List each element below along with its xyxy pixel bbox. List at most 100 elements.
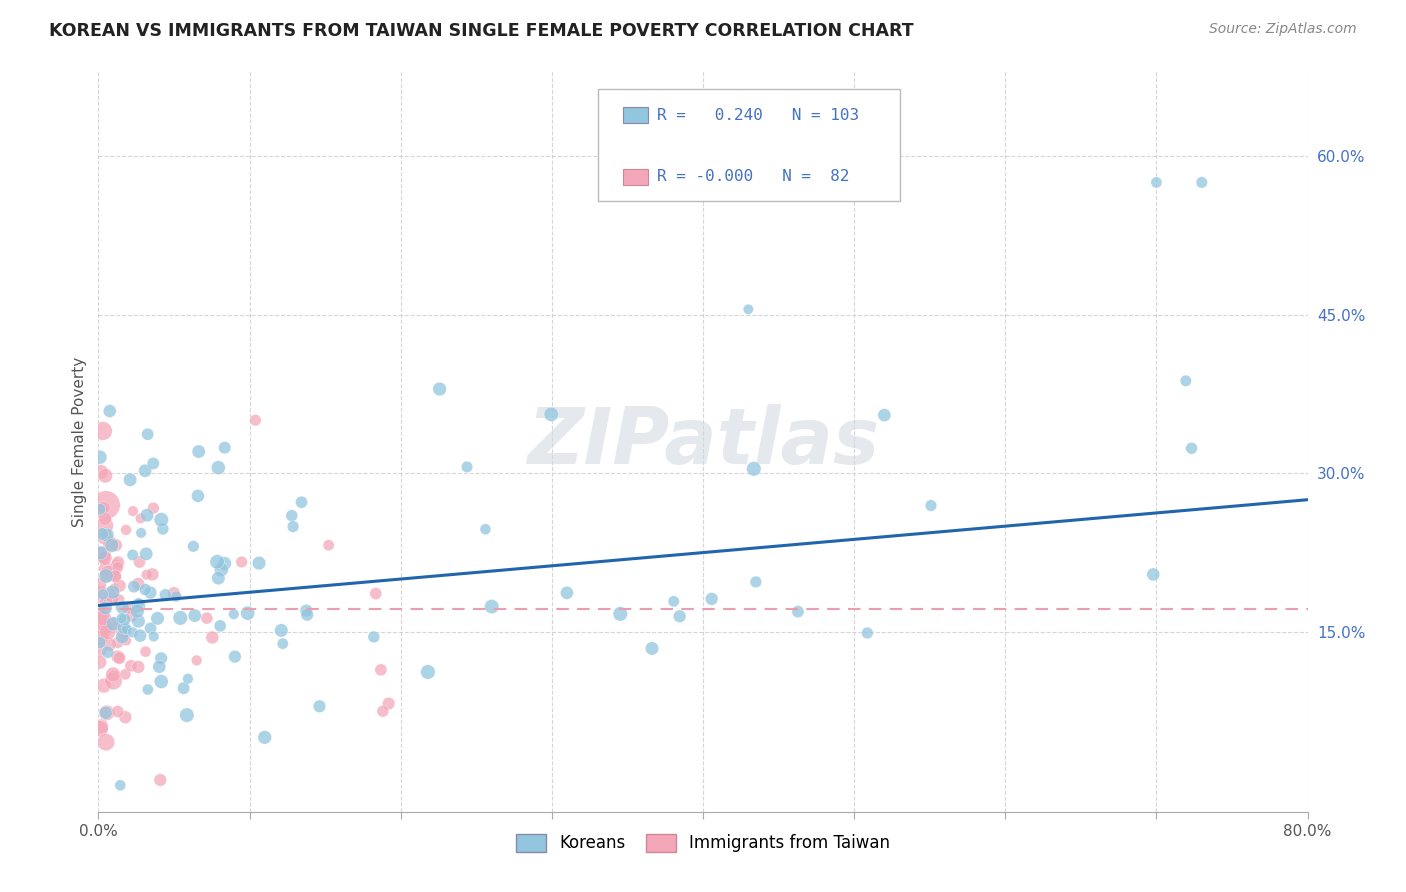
Point [101, 538, 124, 552]
Point [96, 528, 118, 542]
Point [205, 555, 228, 569]
Point [195, 611, 218, 625]
Point [371, 704, 394, 718]
Point [149, 772, 172, 787]
Point [253, 731, 276, 745]
Point [165, 590, 187, 604]
Point [176, 708, 198, 723]
Point [94, 468, 117, 483]
Point [183, 539, 205, 553]
Point [214, 557, 236, 571]
Point [141, 567, 163, 582]
Point [98, 536, 121, 550]
Point [127, 604, 149, 618]
Point [107, 635, 129, 649]
Point [290, 495, 312, 509]
Point [121, 608, 143, 623]
Point [209, 563, 232, 577]
Point [136, 682, 159, 697]
Point [129, 629, 152, 643]
Point [121, 625, 143, 640]
Text: Source: ZipAtlas.com: Source: ZipAtlas.com [1209, 22, 1357, 37]
Point [94, 706, 117, 720]
Point [129, 525, 152, 540]
Point [136, 427, 159, 442]
Point [103, 582, 125, 596]
Y-axis label: Single Female Poverty: Single Female Poverty [72, 357, 87, 526]
Point [474, 522, 496, 536]
Point [103, 669, 125, 683]
Text: R =   0.240   N = 103: R = 0.240 N = 103 [657, 108, 859, 122]
Point [108, 651, 131, 665]
Point [89, 635, 111, 649]
Point [90, 465, 112, 479]
Point [207, 571, 229, 585]
Point [114, 667, 136, 681]
Point [114, 613, 136, 627]
Point [94, 594, 117, 608]
Point [96, 624, 118, 639]
Point [91, 424, 114, 438]
Point [103, 616, 125, 631]
Point [101, 591, 124, 606]
Point [104, 569, 127, 583]
Point [700, 591, 723, 606]
Point [222, 607, 245, 622]
Point [96, 706, 118, 720]
Legend: Koreans, Immigrants from Taiwan: Koreans, Immigrants from Taiwan [509, 827, 897, 859]
Point [641, 641, 664, 656]
Point [742, 462, 765, 476]
Point [295, 604, 318, 618]
Point [231, 555, 253, 569]
Point [91, 611, 114, 625]
Text: ZIPatlas: ZIPatlas [527, 403, 879, 480]
Point [1174, 374, 1197, 388]
Point [609, 607, 631, 621]
Point [224, 649, 246, 664]
Point [110, 778, 132, 792]
Point [122, 504, 145, 518]
Point [416, 665, 439, 679]
Point [187, 489, 209, 503]
Point [94, 551, 117, 566]
Point [89, 610, 111, 624]
Point [98, 637, 121, 651]
Point [295, 607, 318, 622]
Point [281, 519, 304, 533]
Point [142, 501, 165, 516]
Point [247, 556, 270, 570]
Point [745, 574, 768, 589]
Point [555, 586, 578, 600]
Point [139, 621, 162, 635]
Point [184, 608, 207, 623]
Point [91, 527, 114, 541]
Point [93, 530, 115, 544]
Point [97, 566, 120, 581]
Point [429, 382, 451, 396]
Point [363, 630, 385, 644]
Point [111, 611, 134, 625]
Point [207, 460, 229, 475]
Point [129, 511, 152, 525]
Point [112, 621, 135, 635]
Point [94, 735, 117, 749]
Point [271, 637, 294, 651]
Point [152, 522, 174, 536]
Point [93, 500, 115, 515]
Point [105, 538, 128, 552]
Point [93, 679, 115, 693]
Point [1191, 176, 1213, 190]
Point [135, 567, 157, 582]
Point [104, 615, 127, 630]
Point [187, 444, 209, 458]
Point [115, 622, 138, 636]
Point [94, 601, 117, 615]
Point [150, 513, 173, 527]
Point [89, 502, 111, 516]
Point [94, 569, 117, 583]
Point [101, 667, 124, 681]
Point [97, 645, 120, 659]
Point [89, 722, 111, 736]
Point [201, 631, 224, 645]
Text: KOREAN VS IMMIGRANTS FROM TAIWAN SINGLE FEMALE POVERTY CORRELATION CHART: KOREAN VS IMMIGRANTS FROM TAIWAN SINGLE … [49, 22, 914, 40]
